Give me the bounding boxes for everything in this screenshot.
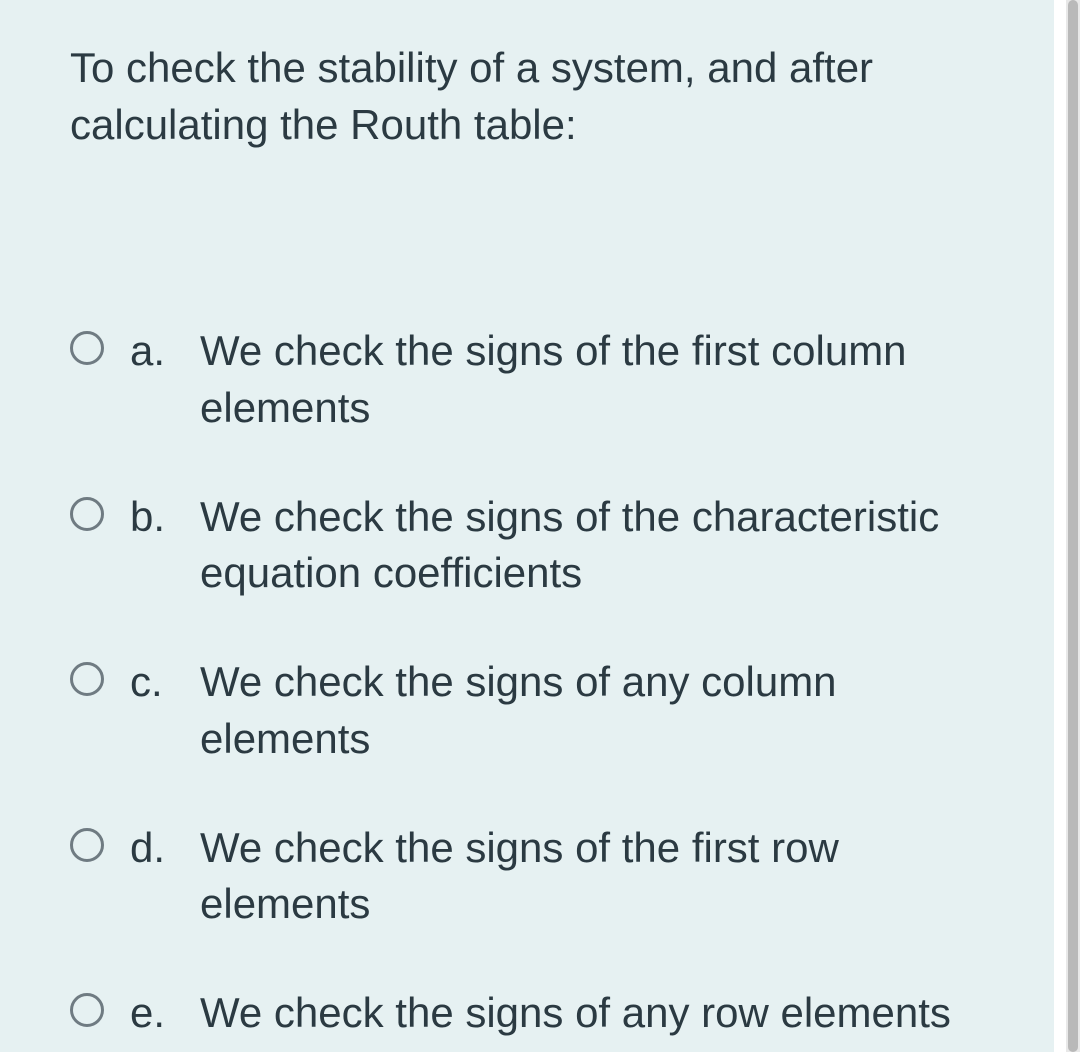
option-letter: c. xyxy=(130,654,174,711)
radio-icon[interactable] xyxy=(70,662,104,696)
option-letter: b. xyxy=(130,489,174,546)
option-text: We check the signs of the first column e… xyxy=(200,323,998,436)
question-text: To check the stability of a system, and … xyxy=(70,40,998,153)
option-text: We check the signs of any row elements xyxy=(200,985,998,1042)
option-d[interactable]: d. We check the signs of the first row e… xyxy=(70,820,998,933)
option-c[interactable]: c. We check the signs of any column elem… xyxy=(70,654,998,767)
scrollbar-track[interactable] xyxy=(1066,0,1080,1052)
radio-icon[interactable] xyxy=(70,828,104,862)
radio-icon[interactable] xyxy=(70,993,104,1027)
question-card: To check the stability of a system, and … xyxy=(0,0,1054,1052)
option-text: We check the signs of the first row elem… xyxy=(200,820,998,933)
scrollbar-thumb[interactable] xyxy=(1068,0,1078,1052)
option-text: We check the signs of any column element… xyxy=(200,654,998,767)
option-b[interactable]: b. We check the signs of the characteris… xyxy=(70,489,998,602)
option-letter: e. xyxy=(130,985,174,1042)
option-letter: d. xyxy=(130,820,174,877)
option-a[interactable]: a. We check the signs of the first colum… xyxy=(70,323,998,436)
radio-icon[interactable] xyxy=(70,331,104,365)
option-letter: a. xyxy=(130,323,174,380)
options-list: a. We check the signs of the first colum… xyxy=(70,323,998,1041)
option-text: We check the signs of the characteristic… xyxy=(200,489,998,602)
right-gap xyxy=(1054,0,1066,1052)
option-e[interactable]: e. We check the signs of any row element… xyxy=(70,985,998,1042)
radio-icon[interactable] xyxy=(70,497,104,531)
